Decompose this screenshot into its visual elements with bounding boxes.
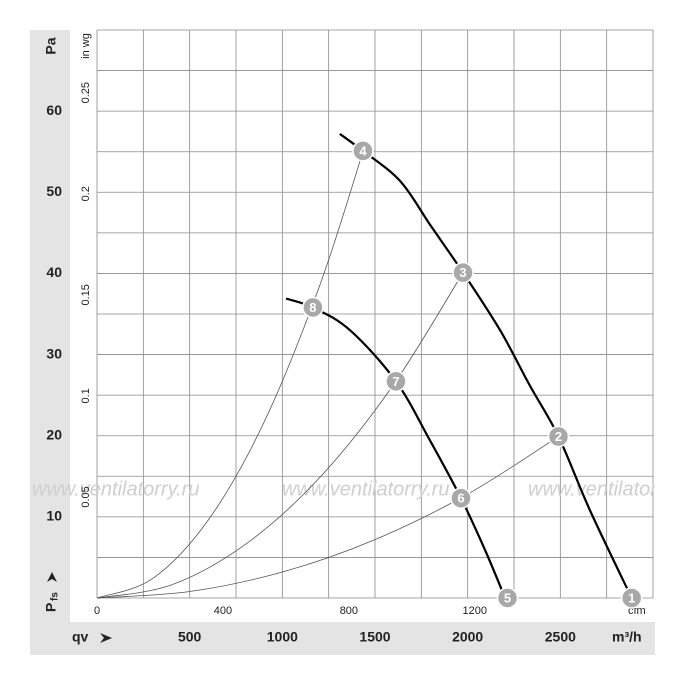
watermark: www.ventilatorry.ru [32, 478, 199, 500]
y2-tick-label: 0.1 [80, 388, 92, 403]
point-label: 4 [359, 143, 367, 158]
point-marker [547, 425, 570, 448]
pfs-sub: fs [50, 592, 61, 601]
point-label: 1 [628, 590, 635, 605]
x-tick-label: 500 [178, 629, 202, 645]
watermarks: www.ventilatorry.ru www.ventilatorry.ru … [32, 478, 684, 500]
y2-tick-label: 0.25 [80, 82, 92, 103]
point-label: 2 [555, 429, 562, 444]
point-marker [352, 140, 374, 162]
grid [96, 29, 654, 599]
qv-label: qv [72, 629, 89, 645]
x-tick-label: 2000 [452, 629, 483, 645]
x-tick-label: 1000 [267, 629, 298, 645]
point-marker [452, 261, 474, 284]
y-tick-label: 10 [46, 508, 62, 524]
y2-tick-label: 0.05 [80, 486, 92, 507]
curve [96, 272, 464, 599]
y-tick-label: 50 [46, 183, 62, 199]
point-marker [496, 587, 519, 609]
x-label: m³/h [612, 629, 642, 645]
y2-tick-label: 0.2 [80, 186, 92, 201]
curve [96, 436, 559, 599]
point-marker [385, 370, 407, 393]
y-tick-label: 30 [46, 345, 62, 361]
left-band [30, 30, 70, 655]
x2-tick-label: 1200 [463, 605, 487, 617]
arrow [100, 633, 112, 643]
x-tick-label: 1500 [359, 629, 390, 645]
point-label: 7 [392, 374, 399, 389]
y2-label: in wg [80, 33, 92, 59]
pfs-label: P fs [43, 572, 61, 612]
y2-tick-label: 0.15 [80, 284, 92, 305]
x2-tick-label: 800 [340, 605, 358, 617]
point-marker [450, 487, 472, 509]
y-tick-label: 40 [46, 264, 62, 280]
bottom-band [30, 622, 655, 655]
y-tick-label: 20 [46, 426, 62, 442]
x2-tick-label: 0 [94, 605, 100, 617]
y-tick-label: 60 [46, 102, 62, 118]
watermark: www.ventilatorry.ru [528, 478, 684, 500]
point-marker [620, 587, 643, 609]
x-tick-label: 2500 [545, 629, 576, 645]
point-label: 3 [459, 265, 466, 280]
arrow [47, 572, 57, 582]
curve [96, 151, 364, 599]
point-label: 6 [457, 491, 464, 506]
point-label: 8 [309, 300, 316, 315]
curve [339, 132, 633, 599]
watermark: www.ventilatorry.ru [282, 478, 449, 500]
point-marker [302, 296, 324, 319]
x2-tick-label: 400 [214, 605, 232, 617]
y-label: Pa [43, 37, 59, 54]
point-label: 5 [504, 590, 511, 605]
pfs-main: P [43, 603, 59, 612]
